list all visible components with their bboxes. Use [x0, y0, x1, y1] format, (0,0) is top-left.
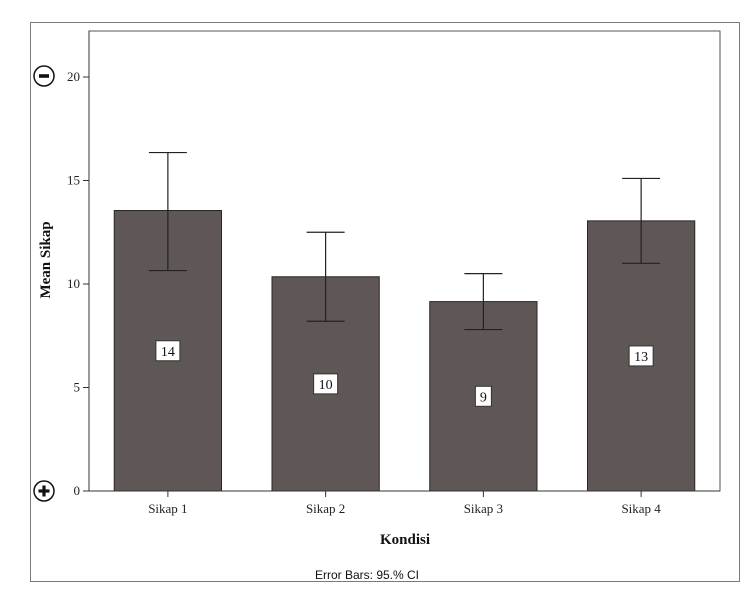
x-axis-title: Kondisi — [380, 532, 430, 548]
data-label-box — [155, 340, 181, 362]
data-label-box — [313, 373, 339, 395]
data-label: 9 — [480, 390, 487, 405]
y-tick-label: 20 — [67, 69, 80, 84]
y-tick-label: 0 — [74, 483, 81, 498]
y-tick-label: 5 — [74, 380, 81, 395]
zoom-out-button[interactable] — [33, 65, 55, 87]
data-label-box — [628, 345, 654, 367]
y-tick-label: 10 — [67, 276, 80, 291]
minus-glyph — [39, 74, 49, 78]
error-bars-footnote: Error Bars: 95.% CI — [315, 568, 419, 582]
x-axis: Sikap 1 Sikap 2 Sikap 3 Sikap 4 — [89, 490, 720, 516]
data-label-box — [474, 385, 492, 407]
data-label: 10 — [319, 378, 333, 393]
x-tick-label: Sikap 2 — [306, 501, 345, 516]
y-axis-title: Mean Sikap — [38, 221, 54, 298]
x-tick-label: Sikap 3 — [464, 501, 503, 516]
plus-glyph-v — [42, 485, 46, 497]
data-label: 14 — [161, 345, 175, 360]
bars-group: 14 10 9 13 — [113, 151, 696, 492]
zoom-in-button[interactable] — [33, 480, 55, 502]
data-label: 13 — [634, 350, 648, 365]
x-tick-label: Sikap 4 — [621, 501, 661, 516]
y-tick-label: 15 — [67, 173, 80, 188]
y-axis: 0 5 10 15 20 — [67, 31, 90, 498]
x-tick-label: Sikap 1 — [148, 501, 187, 516]
